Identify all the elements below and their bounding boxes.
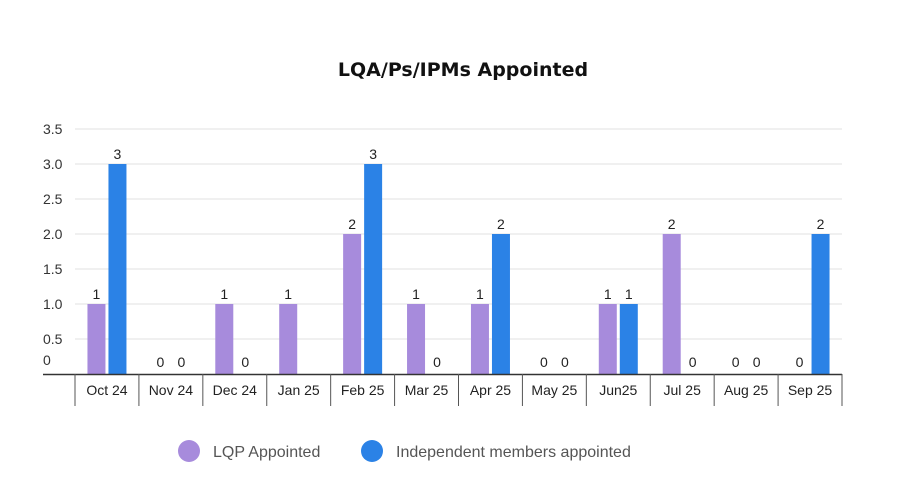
x-tick-label: Oct 24 — [86, 382, 127, 398]
legend-swatch — [178, 440, 200, 462]
chart-title: LQA/Ps/IPMs Appointed — [338, 59, 588, 81]
x-tick-label: Jun25 — [599, 382, 637, 398]
bar — [87, 304, 106, 374]
data-label: 1 — [412, 286, 420, 302]
data-label: 0 — [732, 354, 740, 370]
x-tick-label: May 25 — [531, 382, 577, 398]
x-tick-label: Feb 25 — [341, 382, 385, 398]
data-label: 1 — [284, 286, 292, 302]
bar — [279, 304, 298, 374]
legend-swatch — [361, 440, 383, 462]
bar — [598, 304, 617, 374]
data-label: 1 — [604, 286, 612, 302]
data-label: 3 — [369, 146, 377, 162]
data-label: 1 — [476, 286, 484, 302]
bar — [343, 234, 362, 374]
data-label: 0 — [561, 354, 569, 370]
y-tick-label: 3.0 — [43, 156, 63, 172]
x-axis: Oct 24 Nov 24 Dec 24 Jan 25 Feb 25 Mar 25 Apr … — [43, 373, 843, 406]
bars — [87, 164, 830, 374]
y-tick-label: 1.0 — [43, 296, 63, 312]
legend: LQP Appointed Independent members appoint… — [178, 440, 631, 462]
bar — [491, 234, 510, 374]
y-tick-label: 0.5 — [43, 331, 63, 347]
x-tick-label: Sep 25 — [788, 382, 833, 398]
bar — [407, 304, 426, 374]
x-tick-label: Nov 24 — [149, 382, 194, 398]
bar — [215, 304, 234, 374]
data-label: 2 — [348, 216, 356, 232]
y-axis-ticks: 0 0.5 1.0 1.5 2.0 2.5 3.0 3.5 — [43, 121, 63, 368]
y-tick-label: 3.5 — [43, 121, 63, 137]
x-tick-label: Jul 25 — [664, 382, 702, 398]
data-label: 3 — [114, 146, 122, 162]
data-label: 0 — [433, 354, 441, 370]
data-label: 2 — [817, 216, 825, 232]
x-tick-label: Mar 25 — [405, 382, 449, 398]
x-tick-label: Apr 25 — [470, 382, 511, 398]
bar — [811, 234, 830, 374]
data-label: 1 — [220, 286, 228, 302]
y-tick-label: 1.5 — [43, 261, 63, 277]
x-tick-label: Jan 25 — [278, 382, 320, 398]
x-tick-label: Aug 25 — [724, 382, 769, 398]
bar — [470, 304, 489, 374]
data-label: 2 — [668, 216, 676, 232]
legend-label: Independent members appointed — [396, 444, 631, 461]
legend-label: LQP Appointed — [213, 444, 320, 461]
bar — [619, 304, 638, 374]
data-label: 0 — [540, 354, 548, 370]
y-tick-label: 0 — [43, 352, 51, 368]
data-label: 2 — [497, 216, 505, 232]
x-tick-label: Dec 24 — [213, 382, 258, 398]
data-label: 0 — [156, 354, 164, 370]
y-tick-label: 2.0 — [43, 226, 63, 242]
data-label: 1 — [625, 286, 633, 302]
data-label: 1 — [93, 286, 101, 302]
y-tick-label: 2.5 — [43, 191, 63, 207]
data-label: 0 — [796, 354, 804, 370]
bar — [364, 164, 383, 374]
data-label: 0 — [241, 354, 249, 370]
bar — [108, 164, 127, 374]
data-label: 0 — [753, 354, 761, 370]
data-label: 0 — [177, 354, 185, 370]
data-label: 0 — [689, 354, 697, 370]
bar — [662, 234, 681, 374]
gridlines — [75, 128, 842, 340]
